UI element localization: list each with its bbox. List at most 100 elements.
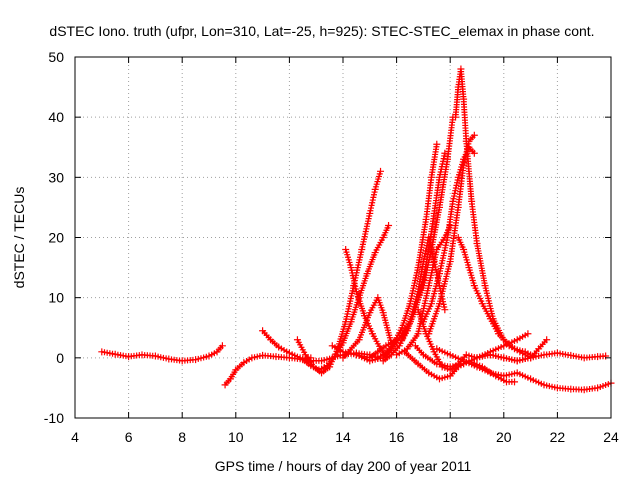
y-tick-label: 50 (48, 49, 64, 65)
marker (436, 347, 443, 354)
marker (465, 262, 472, 269)
marker (358, 249, 365, 256)
marker (231, 369, 238, 376)
marker (364, 356, 371, 363)
marker (289, 351, 296, 358)
marker (452, 362, 459, 369)
marker (473, 237, 480, 244)
marker (469, 134, 476, 141)
marker (371, 189, 378, 196)
marker (406, 303, 413, 310)
marker (453, 366, 460, 373)
marker (433, 143, 440, 150)
marker (533, 348, 540, 355)
marker (361, 355, 368, 362)
y-tick-label: -10 (44, 410, 64, 426)
marker (246, 356, 253, 363)
marker (436, 176, 443, 183)
marker (599, 353, 606, 360)
marker (565, 351, 572, 358)
marker (516, 357, 523, 364)
marker (301, 349, 308, 356)
marker (283, 348, 290, 355)
series-1 (98, 342, 226, 365)
marker (394, 345, 401, 352)
x-tick-label: 4 (71, 429, 79, 445)
marker (492, 371, 499, 378)
marker (441, 152, 448, 159)
marker (439, 362, 446, 369)
marker (418, 349, 425, 356)
marker (506, 340, 513, 347)
marker (389, 341, 396, 348)
series-19 (419, 143, 478, 326)
marker (439, 375, 446, 382)
marker (543, 382, 550, 389)
y-tick-label: 10 (48, 290, 64, 306)
marker (479, 366, 486, 373)
marker (454, 177, 461, 184)
marker (413, 359, 420, 366)
marker (378, 237, 385, 244)
marker (524, 355, 531, 362)
marker (384, 224, 391, 231)
marker (315, 357, 322, 364)
chart-title: dSTEC Iono. truth (ufpr, Lon=310, Lat=-2… (49, 23, 594, 39)
marker (368, 328, 375, 335)
marker (468, 195, 475, 202)
marker (494, 328, 501, 335)
marker (197, 355, 204, 362)
marker (468, 361, 475, 368)
x-tick-label: 24 (603, 429, 619, 445)
marker (459, 244, 466, 251)
marker (498, 372, 505, 379)
series-11 (379, 149, 449, 365)
marker (463, 135, 470, 142)
marker (511, 370, 518, 377)
marker (313, 365, 320, 372)
marker (444, 373, 451, 380)
marker (484, 368, 491, 375)
marker (478, 298, 485, 305)
marker (461, 354, 468, 361)
series-17 (454, 234, 535, 362)
x-tick-label: 6 (125, 429, 133, 445)
marker (225, 377, 232, 384)
marker (372, 350, 379, 357)
marker (471, 362, 478, 369)
marker (419, 261, 426, 268)
marker (535, 353, 542, 360)
marker (470, 280, 477, 287)
marker (423, 368, 430, 375)
marker (338, 342, 345, 349)
grid (75, 57, 611, 418)
marker (195, 355, 202, 362)
marker (441, 349, 448, 356)
marker (486, 313, 493, 320)
marker (354, 338, 361, 345)
marker (413, 332, 420, 339)
marker (444, 363, 451, 370)
marker (449, 353, 456, 360)
marker (522, 373, 529, 380)
marker (211, 350, 218, 357)
marker (350, 351, 357, 358)
marker (360, 310, 367, 317)
marker (495, 371, 502, 378)
x-tick-label: 22 (550, 429, 566, 445)
marker (386, 353, 393, 360)
marker (160, 354, 167, 361)
marker (524, 374, 531, 381)
marker (122, 353, 129, 360)
marker (459, 158, 466, 165)
marker (476, 365, 483, 372)
marker (492, 353, 499, 360)
marker (446, 261, 453, 268)
series-9 (352, 113, 457, 365)
marker (514, 347, 521, 354)
marker (481, 280, 488, 287)
marker (365, 312, 372, 319)
marker (376, 170, 383, 177)
marker (324, 365, 331, 372)
marker (356, 353, 363, 360)
